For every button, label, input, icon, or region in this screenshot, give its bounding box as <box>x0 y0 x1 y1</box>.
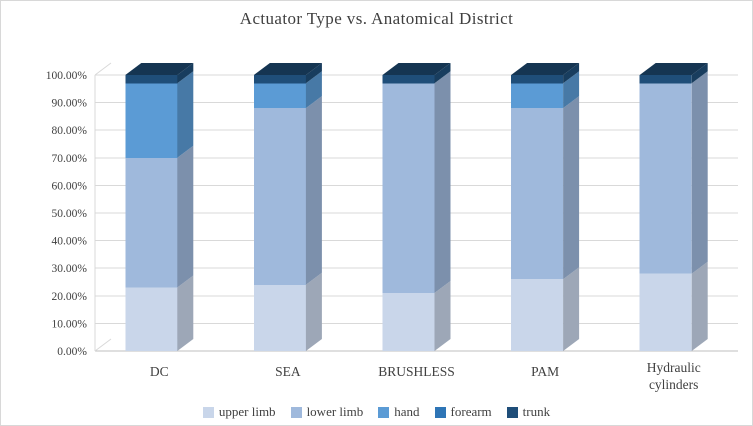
bar-segment-front <box>125 287 178 351</box>
legend-label: upper limb <box>218 404 276 419</box>
y-tick-label: 90.00% <box>52 98 88 110</box>
bar-segment-front <box>511 279 564 351</box>
y-tick-label: 30.00% <box>52 263 88 275</box>
bar-segment-side <box>563 63 580 84</box>
bar-segment-side <box>177 63 194 84</box>
bar-segment-front <box>253 284 306 351</box>
category-label: BRUSHLESS <box>378 364 455 379</box>
bar-segment-side <box>177 275 194 351</box>
legend-label: trunk <box>522 404 551 419</box>
bar-segment-side <box>434 281 451 351</box>
bar-segment-side <box>305 272 322 351</box>
bar-top-face <box>639 63 708 75</box>
legend-swatch <box>506 406 518 418</box>
bar-segment-side <box>691 261 708 351</box>
bar-segment-front <box>639 273 692 351</box>
bar-segment-side <box>434 71 451 294</box>
legend-item: trunk <box>506 404 551 420</box>
bar-top-face <box>125 63 194 75</box>
bar-segment-front <box>639 83 692 274</box>
bar-segment-side <box>434 63 451 84</box>
y-tick-label: 60.00% <box>52 180 88 192</box>
bar-segment-side <box>563 96 580 280</box>
legend-swatch <box>378 406 390 418</box>
bar-segment-front <box>125 75 178 84</box>
bar-segment-front <box>125 157 178 288</box>
legend-swatch <box>202 406 214 418</box>
category-label: Hydraulic <box>647 360 701 375</box>
bar-segment-side <box>691 63 708 84</box>
bar-segment-front <box>511 75 564 84</box>
bar-segment-side <box>177 145 194 288</box>
legend-item: forearm <box>434 404 492 420</box>
category-label: SEA <box>275 364 301 379</box>
y-tick-label: 40.00% <box>52 236 88 248</box>
legend-item: lower limb <box>290 404 364 420</box>
legend-label: lower limb <box>306 404 364 419</box>
bar-segment-front <box>125 83 178 158</box>
bar-segment-front <box>639 75 692 84</box>
bar-segment-front <box>382 83 435 294</box>
y-tick-label: 80.00% <box>52 125 88 137</box>
bar-segment-front <box>511 108 564 280</box>
bar-top-face <box>253 63 322 75</box>
bar-top-face <box>511 63 580 75</box>
bar-segment-side <box>563 267 580 351</box>
bar-segment-side <box>563 71 580 109</box>
bar-segment-front <box>253 83 306 109</box>
legend-item: upper limb <box>202 404 276 420</box>
legend-item: hand <box>378 404 420 420</box>
bar-segment-front <box>511 83 564 109</box>
chart-legend: upper limb lower limb hand forearm trunk <box>1 404 752 420</box>
bar-segment-side <box>305 96 322 285</box>
y-tick-label: 10.00% <box>52 318 88 330</box>
bar-top-face <box>382 63 451 75</box>
y-tick-label: 20.00% <box>52 291 88 303</box>
bar-segment-side <box>691 71 708 274</box>
bar-segment-front <box>382 75 435 84</box>
legend-swatch <box>290 406 302 418</box>
y-tick-label: 50.00% <box>52 208 88 220</box>
legend-label: forearm <box>450 404 492 419</box>
category-label: PAM <box>531 364 559 379</box>
chart-title: Actuator Type vs. Anatomical District <box>239 9 514 28</box>
legend-label: hand <box>394 404 420 419</box>
bar-segment-side <box>177 71 194 158</box>
category-label: DC <box>150 364 169 379</box>
bar-segment-side <box>305 63 322 84</box>
y-tick-label: 0.00% <box>57 346 87 358</box>
floor-corner-edge <box>94 338 112 352</box>
legend-swatch <box>434 406 446 418</box>
wall-top-corner-edge <box>94 62 112 76</box>
category-label: cylinders <box>649 377 699 392</box>
bar-segment-side <box>305 71 322 109</box>
y-tick-label: 70.00% <box>52 153 88 165</box>
bar-segment-front <box>253 108 306 285</box>
y-tick-label: 100.00% <box>46 70 88 82</box>
bar-segment-front <box>253 75 306 84</box>
bar-segment-front <box>382 293 435 351</box>
